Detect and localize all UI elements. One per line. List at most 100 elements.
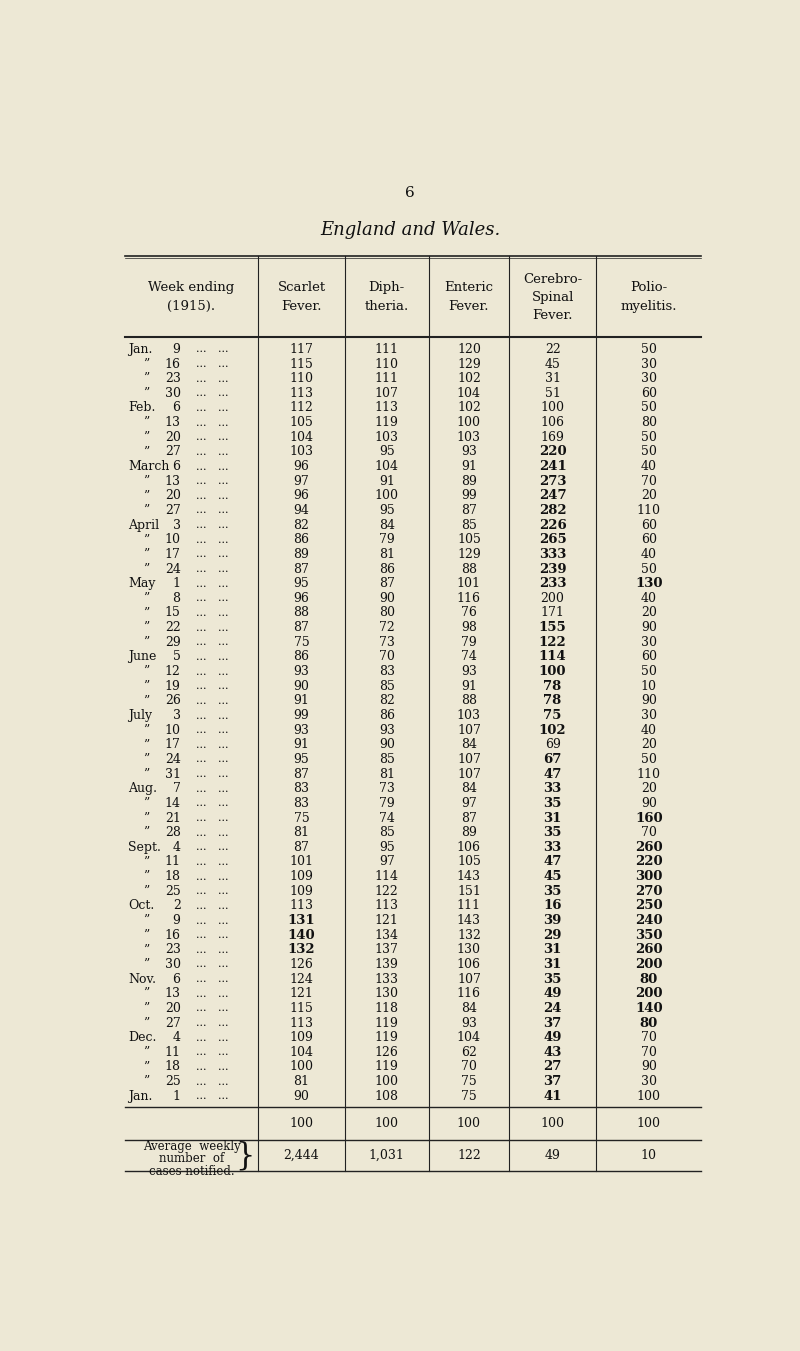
Text: 103: 103 [457, 431, 481, 443]
Text: 95: 95 [294, 753, 310, 766]
Text: 113: 113 [290, 386, 314, 400]
Text: 80: 80 [641, 416, 657, 430]
Text: 3: 3 [173, 519, 181, 532]
Text: 81: 81 [378, 767, 394, 781]
Text: 75: 75 [294, 636, 310, 648]
Text: ...: ... [196, 798, 206, 808]
Text: 49: 49 [543, 1031, 562, 1044]
Text: ...: ... [218, 828, 228, 838]
Text: ...: ... [196, 447, 206, 457]
Text: ...: ... [218, 901, 228, 911]
Text: 100: 100 [290, 1061, 314, 1074]
Text: 35: 35 [543, 973, 562, 986]
Text: 95: 95 [379, 446, 394, 458]
Text: Fever.: Fever. [532, 308, 573, 322]
Text: 140: 140 [288, 928, 315, 942]
Text: 86: 86 [294, 534, 310, 546]
Text: ...: ... [196, 1062, 206, 1071]
Text: 99: 99 [461, 489, 477, 503]
Text: ...: ... [218, 417, 228, 428]
Text: ”: ” [143, 621, 150, 634]
Text: 107: 107 [375, 386, 398, 400]
Text: 60: 60 [641, 650, 657, 663]
Text: ...: ... [196, 345, 206, 354]
Text: ”: ” [143, 1061, 150, 1074]
Text: ...: ... [196, 666, 206, 677]
Text: 83: 83 [294, 782, 310, 796]
Text: 200: 200 [635, 988, 662, 1000]
Text: 90: 90 [294, 1090, 310, 1102]
Text: 95: 95 [294, 577, 310, 590]
Text: ...: ... [196, 653, 206, 662]
Text: 81: 81 [294, 827, 310, 839]
Text: number  of: number of [159, 1152, 224, 1165]
Text: ...: ... [218, 520, 228, 530]
Text: 104: 104 [290, 431, 314, 443]
Text: ...: ... [196, 462, 206, 471]
Text: ...: ... [218, 886, 228, 896]
Text: 31: 31 [543, 958, 562, 971]
Text: 107: 107 [457, 724, 481, 736]
Text: 50: 50 [641, 343, 657, 355]
Text: 100: 100 [290, 1117, 314, 1129]
Text: ”: ” [143, 636, 150, 648]
Text: 103: 103 [457, 709, 481, 721]
Text: 350: 350 [635, 928, 662, 942]
Text: ”: ” [143, 812, 150, 824]
Text: 91: 91 [294, 738, 310, 751]
Text: 9: 9 [173, 915, 181, 927]
Text: 89: 89 [461, 827, 477, 839]
Text: 99: 99 [294, 709, 310, 721]
Text: 49: 49 [543, 988, 562, 1000]
Text: 4: 4 [173, 840, 181, 854]
Text: theria.: theria. [365, 300, 409, 313]
Text: ...: ... [196, 871, 206, 882]
Text: ”: ” [143, 665, 150, 678]
Text: 109: 109 [290, 885, 314, 897]
Text: 16: 16 [543, 900, 562, 912]
Text: 67: 67 [543, 753, 562, 766]
Text: ...: ... [196, 1032, 206, 1043]
Text: 87: 87 [294, 621, 310, 634]
Text: ”: ” [143, 1002, 150, 1015]
Text: 115: 115 [290, 1002, 314, 1015]
Text: 91: 91 [461, 461, 477, 473]
Text: 97: 97 [379, 855, 394, 869]
Text: ...: ... [196, 359, 206, 369]
Text: 26: 26 [165, 694, 181, 708]
Text: 83: 83 [378, 665, 394, 678]
Text: 74: 74 [379, 812, 394, 824]
Text: ”: ” [143, 549, 150, 561]
Text: Feb.: Feb. [128, 401, 155, 415]
Text: 151: 151 [457, 885, 481, 897]
Text: 85: 85 [379, 753, 394, 766]
Text: 88: 88 [461, 562, 477, 576]
Text: ”: ” [143, 372, 150, 385]
Text: 111: 111 [374, 372, 398, 385]
Text: 122: 122 [375, 885, 398, 897]
Text: 20: 20 [641, 489, 657, 503]
Text: ...: ... [218, 842, 228, 852]
Text: 20: 20 [641, 782, 657, 796]
Text: 1: 1 [173, 577, 181, 590]
Text: 40: 40 [641, 592, 657, 605]
Text: ...: ... [196, 578, 206, 589]
Text: ...: ... [218, 784, 228, 794]
Text: 111: 111 [457, 900, 481, 912]
Text: 37: 37 [543, 1075, 562, 1088]
Text: 17: 17 [165, 738, 181, 751]
Text: Cerebro-: Cerebro- [523, 273, 582, 286]
Text: 90: 90 [641, 1061, 657, 1074]
Text: 133: 133 [374, 973, 398, 986]
Text: 30: 30 [641, 1075, 657, 1088]
Text: ...: ... [196, 565, 206, 574]
Text: 25: 25 [165, 1075, 181, 1088]
Text: 130: 130 [635, 577, 662, 590]
Text: ”: ” [143, 797, 150, 809]
Text: 95: 95 [379, 840, 394, 854]
Text: 2,444: 2,444 [284, 1150, 319, 1162]
Text: 35: 35 [543, 797, 562, 809]
Text: ...: ... [196, 593, 206, 604]
Text: 45: 45 [543, 870, 562, 884]
Text: Dec.: Dec. [128, 1031, 156, 1044]
